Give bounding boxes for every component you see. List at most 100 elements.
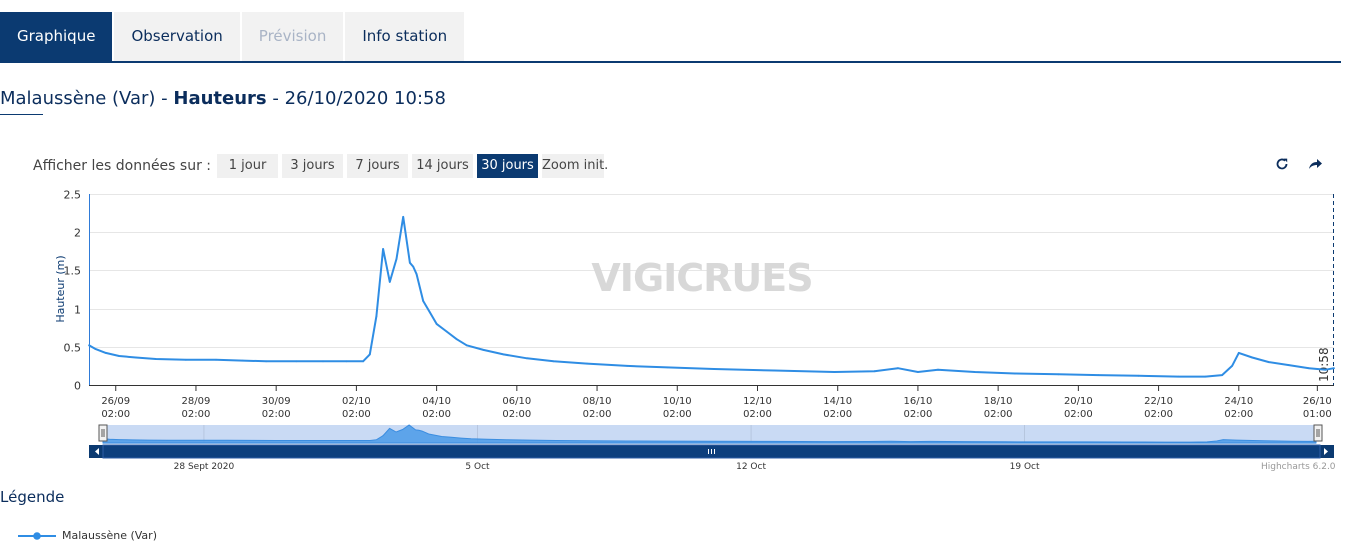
series-point <box>526 357 528 360</box>
series-point <box>375 315 378 318</box>
y-tick-label: 2 <box>74 227 81 240</box>
series-point <box>465 344 468 347</box>
x-tick-label-date: 30/09 <box>262 396 291 407</box>
x-tick-label-time: 01:00 <box>1303 409 1332 420</box>
series-point <box>368 353 371 356</box>
navigator-series-area <box>102 424 1317 444</box>
plotline-label: 10:58 <box>1317 347 1331 382</box>
series-point <box>1137 374 1140 377</box>
range-button-zoom-init[interactable]: Zoom init. <box>542 154 608 178</box>
series-point <box>713 368 715 370</box>
series-point <box>322 360 324 363</box>
scroll-left-arrow-icon[interactable] <box>95 448 99 455</box>
x-tick-label-date: 14/10 <box>823 396 852 407</box>
series-point <box>388 281 391 283</box>
legend-title: Légende <box>0 488 65 506</box>
title-datetime: 26/10/2020 10:58 <box>284 88 446 109</box>
x-tick-label-time: 02:00 <box>583 409 612 420</box>
navigator-axis-labels: 28 Sept 2020 5 Oct 12 Oct 19 Oct <box>174 462 1040 472</box>
navigator-axis-label: 28 Sept 2020 <box>174 462 235 472</box>
x-tick-label-time: 02:00 <box>182 409 211 420</box>
series-point <box>345 360 348 363</box>
range-label: Afficher les données sur : <box>33 158 212 174</box>
series-point <box>1177 375 1180 378</box>
series-point <box>1333 367 1335 370</box>
tab-observation[interactable]: Observation <box>114 12 240 61</box>
series-point <box>134 356 137 359</box>
y-tick-label: 0 <box>74 380 81 393</box>
series-point <box>833 371 836 373</box>
series-point <box>118 355 120 357</box>
title-separator: - <box>155 88 174 109</box>
series-point <box>897 367 899 370</box>
x-tick-label-date: 22/10 <box>1144 396 1173 407</box>
series-point <box>422 300 425 302</box>
series-point <box>1057 373 1060 376</box>
legend-item-malaussene[interactable]: Malaussène (Var) <box>18 529 157 542</box>
series-point <box>265 360 267 363</box>
series-point <box>382 248 384 250</box>
series-points <box>88 216 1335 378</box>
series-point <box>415 273 418 276</box>
range-button-7-jours[interactable]: 7 jours <box>347 154 409 178</box>
series-point <box>412 265 415 268</box>
range-button-14-jours[interactable]: 14 jours <box>412 154 474 178</box>
series-point <box>1288 364 1290 366</box>
series-point <box>295 360 298 363</box>
series-point <box>185 358 187 361</box>
series-point <box>1221 374 1223 376</box>
series-point <box>1204 375 1207 378</box>
tab-info-station[interactable]: Info station <box>345 12 465 61</box>
series-point <box>88 344 90 347</box>
x-tick-label-time: 02:00 <box>101 409 130 420</box>
x-tick-label-time: 02:00 <box>1224 409 1253 420</box>
share-icon[interactable] <box>1306 155 1324 173</box>
x-axis-ticks: 26/09 02:00 28/09 02:00 30/09 02:00 02/10 02:00… <box>101 385 1332 420</box>
series-point <box>482 349 485 351</box>
range-button-1-jour[interactable]: 1 jour <box>217 154 279 178</box>
range-selector: Afficher les données sur : 1 jour 3 jour… <box>33 154 608 178</box>
highcharts-credit[interactable]: Highcharts 6.2.0 <box>1261 462 1336 472</box>
x-tick-label-date: 02/10 <box>342 396 371 407</box>
x-tick-label-time: 02:00 <box>823 409 852 420</box>
navigator-axis-label: 19 Oct <box>1010 462 1040 472</box>
series-point <box>1097 374 1100 376</box>
x-tick-label-time: 02:00 <box>422 409 451 420</box>
series-point <box>215 358 217 361</box>
tab-bar: Graphique Observation Prévision Info sta… <box>0 12 466 61</box>
title-variable: Hauteurs <box>173 88 267 109</box>
tab-graphique[interactable]: Graphique <box>0 12 113 61</box>
scroll-right-arrow-icon[interactable] <box>1324 448 1328 455</box>
x-tick-label-date: 06/10 <box>502 396 531 407</box>
title-separator: - <box>266 88 285 109</box>
refresh-icon[interactable] <box>1273 155 1291 173</box>
series-point <box>402 216 405 218</box>
navigator-handle-left[interactable] <box>98 424 108 442</box>
x-tick-label-date: 24/10 <box>1224 396 1253 407</box>
series-point <box>1308 367 1310 370</box>
range-button-3-jours[interactable]: 3 jours <box>282 154 344 178</box>
series-point <box>873 370 876 373</box>
series-point <box>409 261 411 264</box>
series-point <box>445 330 448 333</box>
series-point <box>626 365 628 367</box>
x-tick-label-time: 02:00 <box>984 409 1013 420</box>
series-point <box>1237 352 1240 354</box>
title-underline <box>0 114 43 115</box>
series-point <box>666 366 669 369</box>
series-point <box>937 368 939 371</box>
y-axis-title: Hauteur (m) <box>54 255 67 322</box>
range-button-30-jours[interactable]: 30 jours <box>477 154 539 178</box>
y-tick-label: 1.5 <box>64 265 82 278</box>
x-tick-label-date: 08/10 <box>583 396 612 407</box>
x-tick-label-date: 28/09 <box>182 396 211 407</box>
x-tick-label-date: 26/09 <box>101 396 130 407</box>
legend-line-marker-icon <box>18 531 56 540</box>
series-point <box>552 360 555 363</box>
x-tick-label-time: 02:00 <box>502 409 531 420</box>
x-tick-label-time: 02:00 <box>663 409 692 420</box>
x-tick-label-time: 02:00 <box>1144 409 1173 420</box>
series-point <box>395 258 398 260</box>
series-point <box>1014 372 1016 375</box>
navigator-handle-right[interactable] <box>1313 424 1323 442</box>
